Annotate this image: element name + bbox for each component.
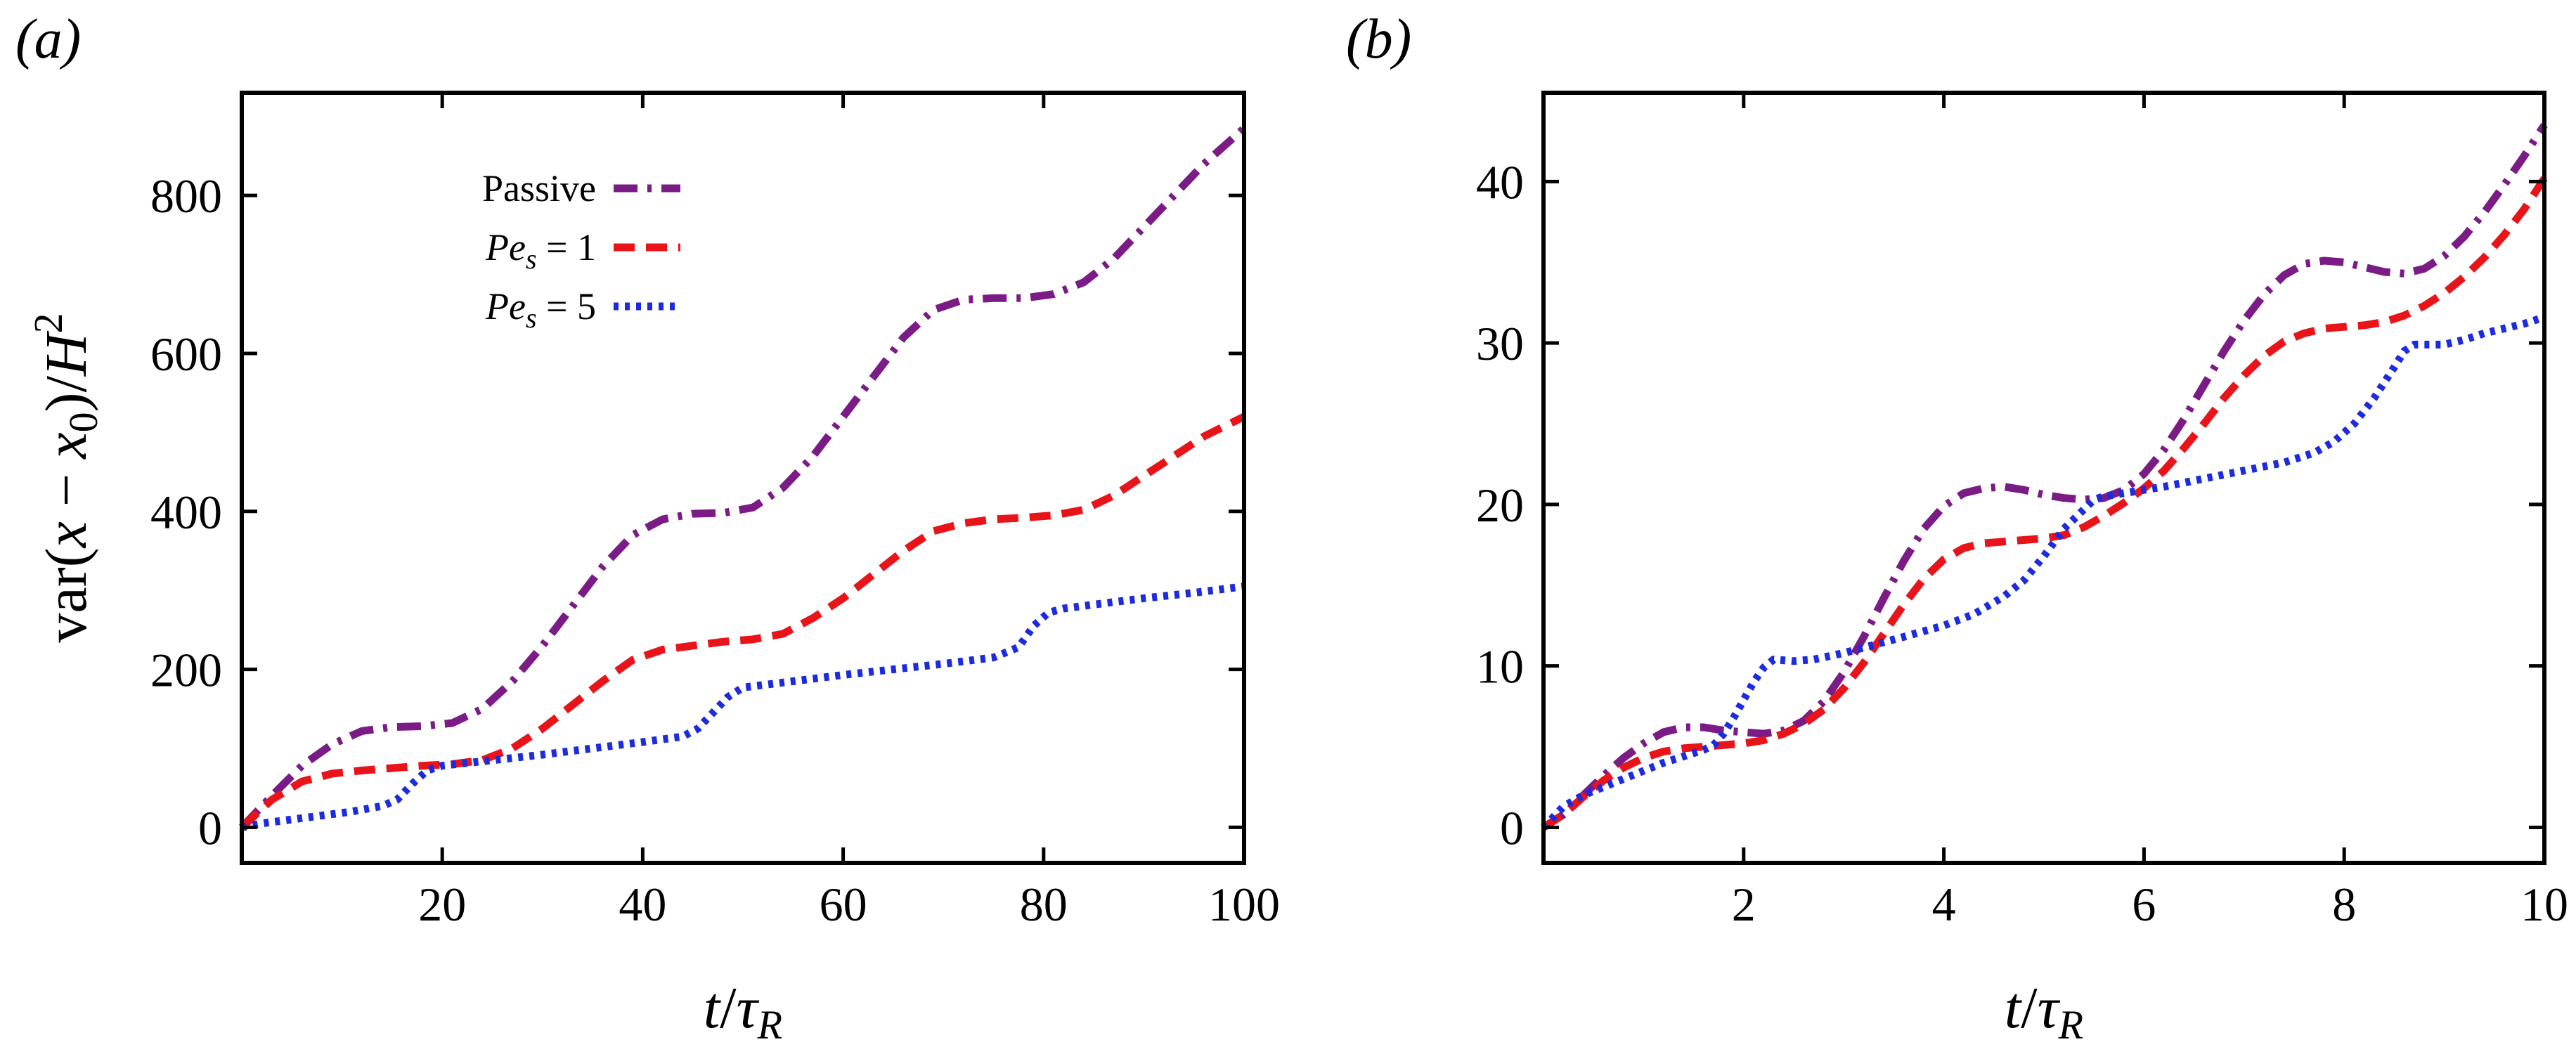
legend-entry-pe1: Pes = 1 (485, 226, 680, 275)
plot-b-x-tick-label: 6 (2132, 878, 2156, 931)
plot-b-x-tick-label: 10 (2520, 878, 2568, 931)
plot-a-x-tick-label: 60 (820, 878, 867, 931)
plot-a-y-tick-label: 800 (150, 169, 222, 223)
plot-a-x-tick-label: 20 (418, 878, 466, 931)
plot-a-marks (239, 125, 1247, 831)
plot-a-y-tick-label: 400 (150, 486, 222, 539)
plot-a-series-pe5 (240, 583, 1245, 831)
panel-a: (a) 20 40 60 80 100 0 200 400 600 800 t/τR var(x … (15, 8, 1280, 1047)
plot-b-marks (1541, 122, 2548, 831)
legend: Passive Pes = 1 Pes = 5 (482, 167, 680, 334)
plot-b-y-tick-label: 10 (1476, 640, 1524, 694)
panel-a-label: (a) (15, 8, 81, 70)
plot-b-y-tick-label: 30 (1476, 317, 1524, 370)
plot-b-series-passive (1541, 122, 2548, 831)
plot-a-frame (240, 91, 1246, 865)
legend-label-pe1: Pes = 1 (485, 226, 596, 275)
plot-a-series-passive (239, 125, 1247, 831)
legend-label-passive: Passive (482, 167, 596, 209)
plot-b-y-tick-label: 20 (1476, 479, 1524, 532)
plot-a-series-pe1 (239, 412, 1246, 831)
plot-b-ticks: 2 4 6 8 10 0 10 20 30 40 (1476, 93, 2568, 931)
legend-entry-pe5: Pes = 5 (485, 285, 680, 334)
plot-a-y-tick-label: 200 (150, 644, 222, 697)
legend-entry-passive: Passive (482, 167, 680, 209)
legend-label-pe5: Pes = 5 (485, 285, 596, 334)
plot-b-frame (1541, 91, 2546, 865)
panel-b-label: (b) (1346, 8, 1411, 70)
plot-a-x-tick-label: 40 (619, 878, 666, 931)
plot-b-y-tick-label: 40 (1476, 155, 1524, 209)
plot-a-ticks: 20 40 60 80 100 0 200 400 600 800 (150, 93, 1280, 931)
plot-b-x-tick-label: 8 (2332, 878, 2356, 931)
plot-b-x-tick-label: 2 (1732, 878, 1756, 931)
plot-b-y-tick-label: 0 (1500, 801, 1524, 854)
plot-a-x-tick-label: 100 (1208, 878, 1280, 931)
plot-b-series-pe5 (1541, 313, 2546, 831)
plot-a-x-tick-label: 80 (1020, 878, 1068, 931)
plot-a-x-axis-label: t/τR (704, 975, 782, 1047)
plot-b-x-tick-label: 4 (1932, 878, 1956, 931)
plot-a-y-axis-label: var(x − x0)/H2 (25, 313, 106, 642)
panel-b: (b) 2 4 6 8 10 0 10 20 30 40 t/τR (1346, 8, 2568, 1047)
plot-a-y-tick-label: 600 (150, 327, 222, 381)
plot-b-series-pe1 (1541, 176, 2548, 831)
plot-b-x-axis-label: t/τR (2005, 975, 2083, 1047)
plot-a-y-tick-label: 0 (198, 801, 222, 854)
